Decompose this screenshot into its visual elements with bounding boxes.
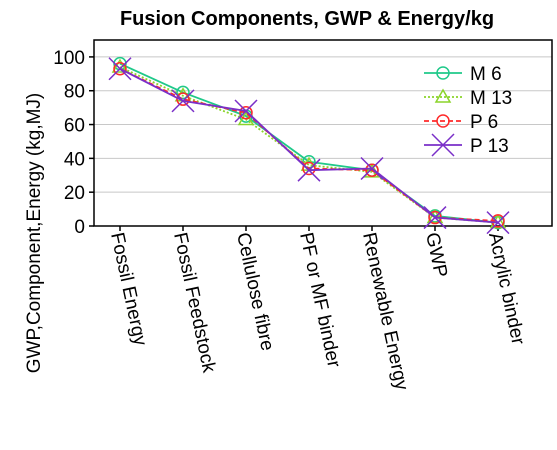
point-3-5 — [423, 206, 447, 230]
y-tick-label-3: 60 — [64, 116, 85, 137]
x-tick-label-6: Acrylic binder — [484, 231, 528, 348]
y-tick-label-2: 40 — [64, 149, 85, 170]
x-tick-label-5: GWP — [421, 231, 451, 280]
series-line-1 — [119, 66, 499, 224]
grid — [94, 56, 552, 193]
legend-label-2: P 6 — [470, 112, 498, 133]
x-axis: Fossil Energy Fossil Feedstock Cellulose f… — [106, 226, 528, 393]
point-2-3 — [302, 161, 316, 176]
point-3-3 — [297, 158, 321, 182]
point-0-1 — [176, 85, 190, 100]
legend-marker-3 — [431, 133, 455, 157]
legend-label-0: M 6 — [470, 64, 502, 85]
point-3-0 — [108, 57, 132, 81]
series-group — [108, 56, 510, 235]
point-3-4 — [360, 156, 384, 181]
series-line-0 — [119, 62, 499, 224]
series-1 — [111, 58, 507, 229]
point-2-2 — [239, 105, 253, 120]
x-tick-label-3: PF or MF binder — [295, 231, 344, 370]
legend-marker-1 — [434, 88, 452, 103]
legend-label-3: P 13 — [470, 136, 509, 157]
y-tick-label-1: 20 — [64, 183, 85, 204]
point-1-5 — [426, 209, 444, 224]
point-3-2 — [234, 99, 258, 123]
legend-label-1: M 13 — [470, 88, 512, 109]
x-tick-label-4: Renewable Energy — [358, 231, 412, 393]
legend: M 6 M 13 P 6 P 13 — [424, 64, 512, 157]
point-2-6 — [491, 214, 505, 228]
x-tick-label-0: Fossil Energy — [106, 231, 151, 348]
y-tick-label-0: 0 — [74, 217, 85, 238]
y-axis-label: GWP,Component,Energy (kg,MJ) — [24, 93, 45, 374]
plot-area-frame — [93, 39, 553, 227]
x-tick-label-2: Cellulose fibre — [232, 231, 278, 353]
x-tick-label-1: Fossil Feedstock — [169, 231, 219, 375]
legend-marker-2 — [436, 114, 450, 128]
y-tick-label-4: 80 — [64, 82, 85, 103]
point-3-6 — [486, 211, 510, 235]
point-3-1 — [171, 89, 195, 113]
point-2-0 — [113, 61, 127, 76]
point-2-4 — [365, 163, 379, 177]
point-2-1 — [176, 92, 190, 106]
series-3 — [108, 57, 510, 235]
y-tick-label-5: 100 — [53, 48, 85, 69]
chart-title: Fusion Components, GWP & Energy/kg — [120, 8, 494, 30]
y-axis: 0 20 40 60 80 100 — [53, 48, 94, 238]
legend-marker-0 — [436, 66, 450, 80]
